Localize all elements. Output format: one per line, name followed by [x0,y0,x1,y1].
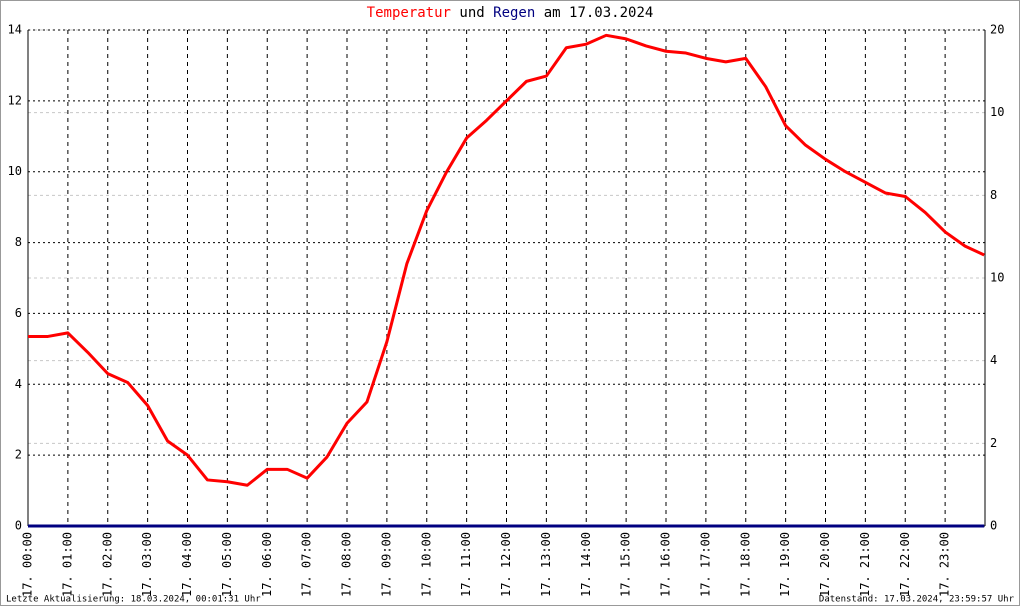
y2-tick-label: 8 [990,188,997,202]
x-tick-label: 17. 06:00 [260,532,274,597]
y-tick-label: 8 [15,235,22,249]
x-tick-label: 17. 20:00 [818,532,832,597]
y-tick-label: 4 [15,377,22,391]
x-tick-label: 17. 11:00 [459,532,473,597]
x-tick-label: 17. 13:00 [539,532,553,597]
y2-tick-label: 10 [990,271,1004,285]
x-tick-label: 17. 08:00 [340,532,354,597]
title-und: und [459,5,484,21]
title-date: am 17.03.2024 [544,5,654,21]
x-tick-label: 17. 16:00 [659,532,673,597]
chart-title: Temperatur und Regen am 17.03.2024 [367,5,654,21]
y-tick-label: 10 [8,164,22,178]
series-line [28,33,985,487]
x-tick-label: 17. 05:00 [220,532,234,597]
x-tick-label: 17. 14:00 [579,532,593,597]
x-tick-label: 17. 22:00 [898,532,912,597]
y2-tick-label: 2 [990,436,997,450]
x-tick-label: 17. 21:00 [858,532,872,597]
title-regen: Regen [493,5,535,21]
y2-tick-label: 0 [990,519,997,533]
x-tick-label: 17. 01:00 [60,532,74,597]
x-tick-label: 17. 03:00 [140,532,154,597]
x-tick-label: 17. 02:00 [100,532,114,597]
y2-tick-label: 10 [990,105,1004,119]
x-tick-label: 17. 10:00 [419,532,433,597]
title-temp: Temperatur [367,5,451,21]
y-tick-label: 14 [8,23,22,37]
footer-right: Datenstand: 17.03.2024, 23:59:57 Uhr [819,595,1015,605]
x-tick-label: 17. 23:00 [938,532,952,597]
x-tick-label: 17. 04:00 [180,532,194,597]
x-tick-label: 17. 17:00 [698,532,712,597]
y-tick-label: 12 [8,93,22,107]
y2-tick-label: 20 [990,23,1004,37]
x-tick-label: 17. 09:00 [379,532,393,597]
x-tick-label: 17. 19:00 [778,532,792,597]
y-tick-label: 0 [15,519,22,533]
y-tick-label: 2 [15,448,22,462]
x-tick-label: 17. 18:00 [738,532,752,597]
x-tick-label: 17. 12:00 [499,532,513,597]
footer-left: Letzte Aktualisierung: 18.03.2024, 00:01… [6,595,261,605]
x-tick-label: 17. 15:00 [619,532,633,597]
y2-tick-label: 4 [990,353,997,367]
y-tick-label: 6 [15,306,22,320]
x-tick-label: 17. 07:00 [300,532,314,597]
x-tick-label: 17. 00:00 [21,532,35,597]
